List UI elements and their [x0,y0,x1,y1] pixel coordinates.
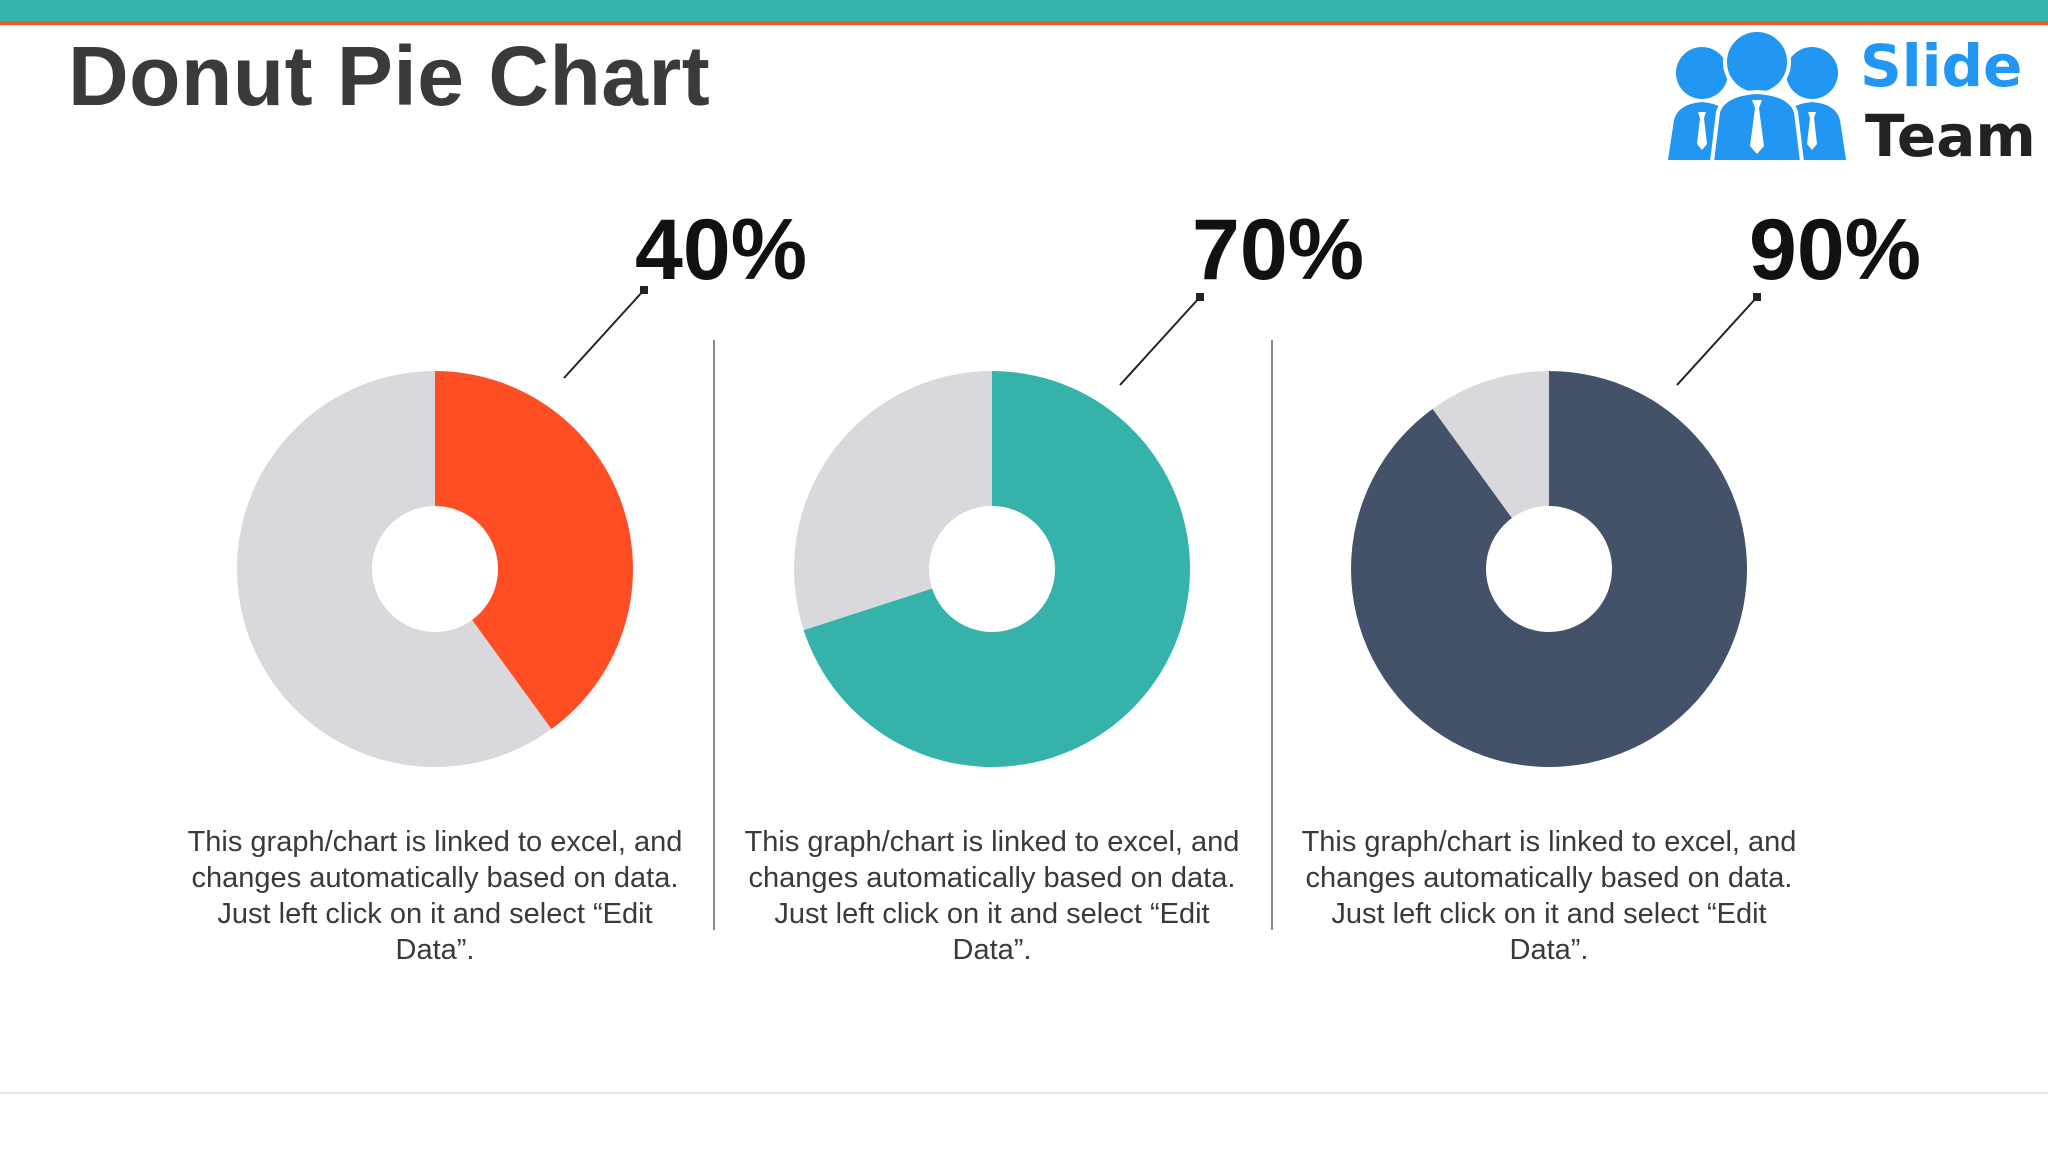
chart-1-percent-label: 40% [635,202,808,298]
chart-3-leader-line [1676,296,1758,386]
chart-3-percent-label: 90% [1749,202,1922,298]
chart-3-slice-value [1350,371,1747,767]
chart-1-leader-line [563,289,645,379]
slide-title: Donut Pie Chart [68,29,711,123]
chart-1-slice-value [435,371,633,730]
chart-2-description: This graph/chart is linked to excel, and… [744,826,1240,966]
slideteam-logo: Slide Team [1660,28,2036,168]
top-accent-bar [0,0,2048,21]
logo-text-team: Team [1865,102,2036,170]
chart-2-percent-label: 70% [1192,202,1365,298]
column-divider-1 [713,340,715,930]
people-icon [1668,28,1846,164]
chart-3-slice-remainder [1432,371,1549,519]
chart-2-slice-value [803,371,1190,767]
chart-1-description: This graph/chart is linked to excel, and… [187,826,683,966]
bottom-divider [0,1092,2048,1094]
top-accent-line [0,21,2048,25]
chart-3-description: This graph/chart is linked to excel, and… [1301,826,1797,966]
chart-2-leader-dot [1196,293,1204,301]
logo-text-slide: Slide [1860,32,2023,100]
chart-3-leader-dot [1753,293,1761,301]
chart-1-leader-dot [640,286,648,294]
chart-2-leader-line [1119,296,1201,386]
chart-1-slice-remainder [236,371,552,767]
column-divider-2 [1271,340,1273,930]
chart-2-slice-remainder [794,371,992,631]
